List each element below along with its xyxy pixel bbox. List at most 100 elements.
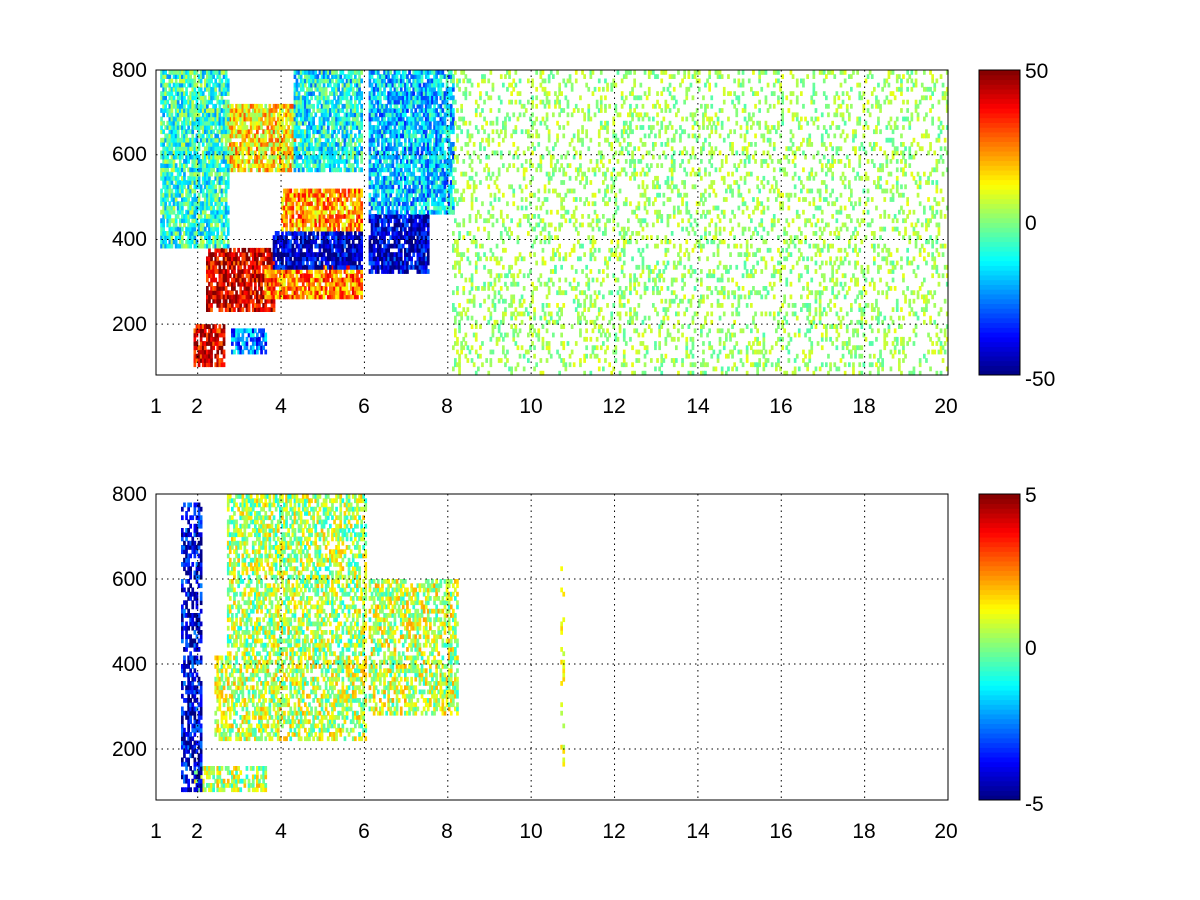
heatmap-cell: [337, 231, 340, 236]
heatmap-cell: [379, 231, 382, 236]
heatmap-cell: [368, 192, 372, 198]
heatmap-cell: [426, 239, 430, 245]
heatmap-cell: [237, 294, 240, 300]
heatmap-cell: [193, 362, 197, 368]
heatmap-cell: [222, 247, 226, 253]
heatmap-cell: [379, 171, 382, 177]
heatmap-cell: [201, 142, 205, 147]
heatmap-cell: [351, 264, 355, 270]
heatmap-cell: [289, 260, 293, 266]
heatmap-cell: [208, 353, 211, 359]
heatmap-cell: [383, 252, 386, 257]
heatmap-cell: [331, 218, 334, 224]
heatmap-cell: [393, 103, 397, 109]
heatmap-cell: [289, 205, 293, 211]
heatmap-cell: [243, 294, 247, 300]
heatmap-cell: [387, 205, 390, 211]
heatmap-cell: [397, 78, 401, 84]
heatmap-cell: [206, 298, 209, 304]
heatmap-cell: [345, 247, 349, 253]
heatmap-cell: [235, 277, 238, 283]
heatmap-cell: [201, 239, 205, 245]
heatmap-cell: [381, 188, 384, 194]
heatmap-cell: [264, 281, 268, 287]
heatmap-cell: [318, 260, 322, 266]
heatmap-cell: [268, 260, 272, 266]
heatmap-cell: [324, 273, 328, 279]
heatmap-cell: [329, 239, 332, 245]
heatmap-cell: [249, 336, 253, 342]
heatmap-cell: [395, 150, 399, 156]
heatmap-cell: [285, 256, 288, 262]
heatmap-cell: [166, 167, 170, 173]
heatmap-cell: [270, 294, 274, 300]
heatmap-cell: [208, 328, 211, 334]
heatmap-cell: [310, 273, 313, 279]
heatmap-cell: [260, 247, 263, 253]
heatmap-cell: [376, 120, 380, 126]
heatmap-cell: [439, 86, 443, 92]
heatmap-cell: [218, 247, 222, 253]
heatmap-cell: [281, 218, 284, 224]
heatmap-cell: [270, 256, 274, 262]
heatmap-cell: [316, 74, 320, 79]
heatmap-cell: [270, 303, 274, 308]
heatmap-cell: [397, 184, 401, 190]
heatmap-cell: [266, 298, 270, 304]
heatmap-cell: [222, 252, 226, 257]
heatmap-cell: [299, 154, 303, 160]
heatmap-cell: [385, 226, 388, 232]
heatmap-cell: [301, 286, 305, 291]
heatmap-cell: [401, 154, 405, 160]
heatmap-cell: [406, 154, 409, 160]
heatmap-cell: [397, 95, 401, 101]
heatmap-cell: [368, 171, 372, 177]
heatmap-cell: [360, 116, 363, 122]
heatmap-cell: [326, 201, 330, 207]
heatmap-cell: [295, 78, 299, 84]
heatmap-cell: [397, 129, 401, 135]
heatmap-cell: [333, 294, 336, 300]
heatmap-cell: [320, 252, 324, 257]
heatmap-cell: [249, 290, 253, 296]
heatmap-cell: [383, 103, 386, 109]
heatmap-cell: [266, 281, 270, 287]
heatmap-cell: [260, 294, 263, 300]
heatmap-cell: [287, 264, 290, 270]
heatmap-cell: [343, 281, 347, 287]
heatmap-cell: [351, 163, 355, 168]
heatmap-cell: [195, 345, 199, 351]
heatmap-cell: [310, 243, 313, 249]
heatmap-cell: [297, 269, 301, 274]
heatmap-cell: [393, 99, 397, 105]
heatmap-cell: [426, 247, 430, 253]
heatmap-cell: [270, 167, 274, 173]
heatmap-cell: [299, 247, 303, 253]
heatmap-cell: [254, 260, 257, 266]
heatmap-cell: [262, 290, 265, 296]
heatmap-cell: [291, 290, 295, 296]
heatmap-cell: [318, 264, 322, 270]
heatmap-cell: [268, 273, 272, 279]
heatmap-cell: [416, 222, 420, 228]
heatmap-cell: [376, 188, 380, 194]
heatmap-cell: [256, 247, 259, 253]
heatmap-cell: [208, 260, 211, 266]
heatmap-cell: [318, 281, 322, 287]
heatmap-cell: [449, 188, 453, 194]
heatmap-cell: [247, 298, 251, 304]
heatmap-cell: [422, 247, 426, 253]
heatmap-cell: [235, 252, 238, 257]
heatmap-cell: [443, 154, 447, 160]
heatmap-cell: [272, 303, 276, 308]
heatmap-cell: [293, 290, 297, 296]
heatmap-cell: [324, 91, 328, 96]
heatmap-cell: [239, 294, 243, 300]
heatmap-cell: [183, 125, 186, 130]
heatmap-cell: [318, 218, 322, 224]
heatmap-cell: [212, 277, 215, 283]
heatmap-cell: [226, 269, 230, 274]
heatmap-cell: [370, 201, 374, 207]
heatmap-cell: [401, 70, 405, 75]
heatmap-cell: [326, 252, 330, 257]
